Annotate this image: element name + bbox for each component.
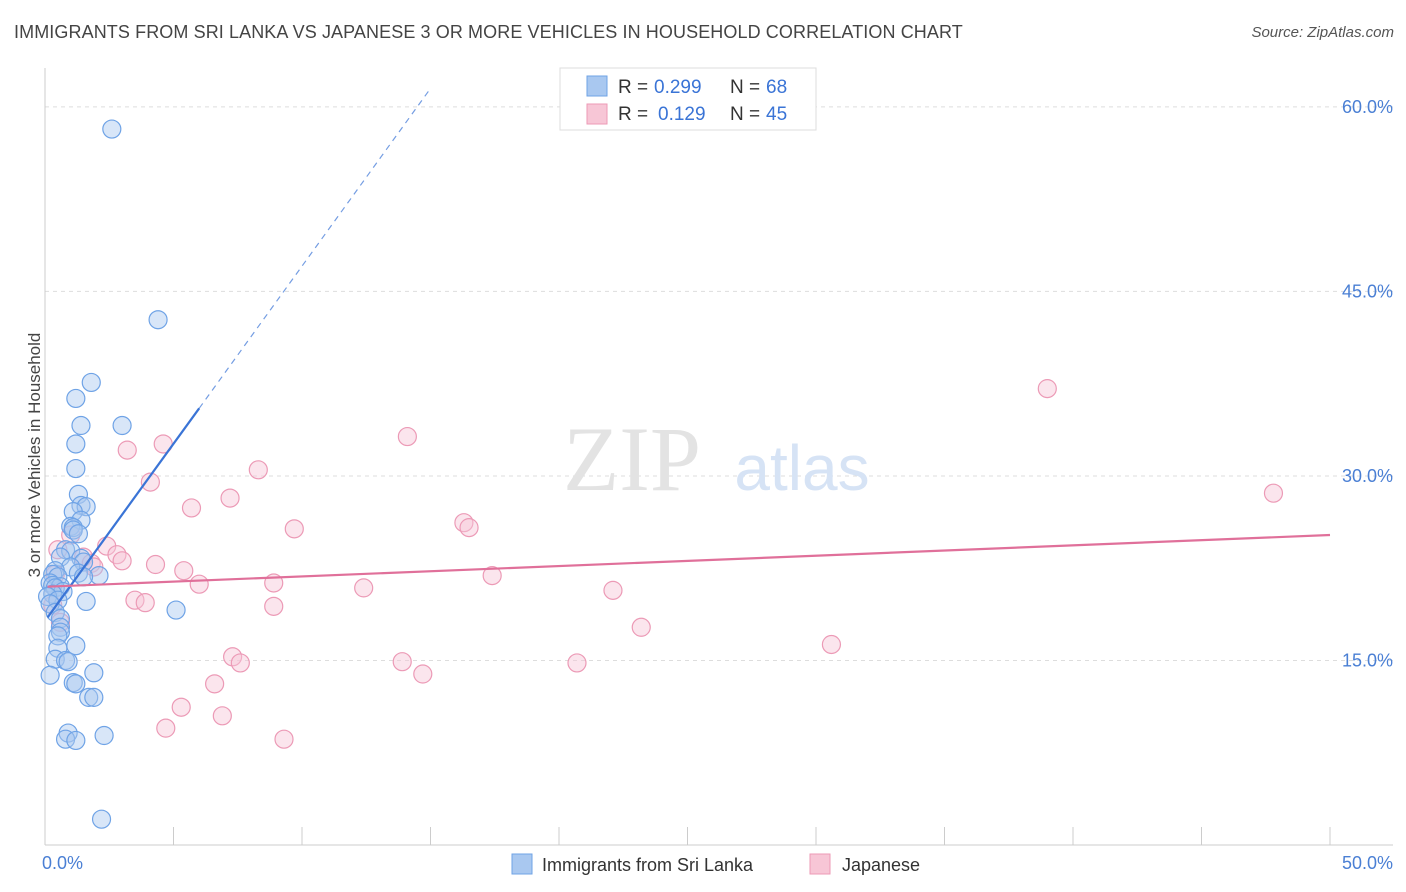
- japanese-point: [1037, 379, 1057, 399]
- stats-r-label-blue: R =: [618, 77, 648, 98]
- stats-legend: R = 0.299 N = 68 R = 0.129 N = 45: [559, 67, 817, 131]
- series-legend: Immigrants from Sri Lanka Japanese: [511, 853, 920, 875]
- sri-lanka-point: [50, 622, 71, 642]
- source-label: Source: ZipAtlas.com: [1251, 24, 1394, 41]
- sri-lanka-point: [58, 652, 78, 672]
- sri-lanka-point: [66, 388, 86, 409]
- japanese-point: [631, 617, 651, 637]
- legend-swatch-japanese: [809, 853, 831, 875]
- sri-lanka-point: [73, 552, 94, 572]
- japanese-point: [140, 472, 160, 492]
- sri-lanka-point: [66, 674, 86, 694]
- sri-lanka-point: [71, 415, 91, 436]
- japanese-point: [354, 578, 374, 598]
- japanese-point: [135, 593, 155, 613]
- y-tick-label: 30.0%: [1342, 466, 1393, 486]
- sri-lanka-point: [66, 458, 86, 479]
- sri-lanka-point: [66, 730, 86, 751]
- japanese-point: [117, 440, 137, 460]
- sri-lanka-point: [68, 524, 89, 544]
- watermark-zip: ZIP: [563, 408, 701, 510]
- stats-n-value-pink: 45: [766, 104, 787, 125]
- sri-lanka-point: [148, 310, 168, 330]
- x-tick-label-max: 50.0%: [1342, 853, 1393, 873]
- sri-lanka-point: [76, 591, 96, 612]
- japanese-point: [392, 652, 412, 672]
- japanese-point: [264, 596, 284, 616]
- stats-n-label-blue: N =: [730, 77, 760, 98]
- japanese-point: [397, 426, 417, 447]
- japanese-point: [248, 460, 268, 480]
- stats-n-value-blue: 68: [766, 77, 787, 98]
- y-axis-label: 3 or more Vehicles in Household: [25, 333, 44, 578]
- stats-legend-swatch-pink: [586, 103, 608, 125]
- chart-title: IMMIGRANTS FROM SRI LANKA VS JAPANESE 3 …: [14, 22, 963, 42]
- japanese-point: [189, 574, 209, 594]
- axes: [44, 68, 1393, 846]
- sri-lanka-point: [91, 809, 112, 829]
- watermark-atlas: atlas: [734, 432, 869, 504]
- sri-lanka-point: [102, 119, 122, 139]
- japanese-point: [220, 488, 240, 508]
- sri-lanka-point: [55, 729, 76, 749]
- japanese-point: [567, 653, 587, 673]
- japanese-points: [43, 379, 1284, 749]
- sri-lanka-point: [61, 557, 81, 577]
- stats-r-value-pink: 0.129: [658, 104, 706, 125]
- gridlines: [45, 106, 1393, 661]
- japanese-point: [223, 647, 243, 667]
- japanese-point: [171, 697, 191, 717]
- japanese-trend-line: [47, 533, 1331, 588]
- japanese-point: [1263, 483, 1284, 503]
- y-tick-label: 60.0%: [1342, 97, 1393, 117]
- sri-lanka-point: [66, 434, 86, 454]
- sri-lanka-point: [84, 687, 104, 707]
- sri-lanka-point: [94, 725, 114, 746]
- japanese-point: [156, 718, 176, 738]
- japanese-point: [284, 519, 304, 539]
- japanese-point: [145, 554, 166, 575]
- trend-lines: [46, 88, 1331, 619]
- sri-lanka-point: [63, 520, 83, 540]
- y-tick-label: 15.0%: [1342, 650, 1393, 670]
- sri-lanka-points: [37, 119, 186, 829]
- y-tick-label: 45.0%: [1342, 281, 1393, 301]
- sri-lanka-point: [166, 600, 186, 620]
- sri-lanka-point: [45, 602, 65, 623]
- japanese-point: [212, 706, 232, 726]
- japanese-point: [459, 518, 479, 538]
- stats-r-value-blue: 0.299: [654, 77, 702, 98]
- sri-lanka-point: [61, 541, 81, 561]
- sri-lanka-point: [37, 586, 58, 607]
- sri-lanka-point: [40, 665, 60, 685]
- japanese-point: [112, 551, 132, 571]
- japanese-point: [821, 634, 842, 655]
- legend-swatch-sri-lanka: [511, 853, 533, 875]
- japanese-point: [205, 674, 225, 694]
- watermark: ZIP atlas: [563, 408, 870, 510]
- japanese-point: [413, 664, 433, 684]
- stats-legend-swatch-blue: [586, 75, 608, 97]
- japanese-point: [174, 561, 194, 581]
- stats-n-label-pink: N =: [730, 104, 760, 125]
- legend-label-japanese: Japanese: [842, 855, 920, 875]
- y-tick-labels: 15.0% 30.0% 45.0% 60.0%: [1342, 97, 1393, 671]
- sri-lanka-trend-extension: [198, 88, 431, 409]
- sri-lanka-point: [112, 415, 132, 436]
- sri-lanka-point: [84, 663, 104, 683]
- japanese-point: [107, 545, 127, 565]
- legend-label-sri-lanka: Immigrants from Sri Lanka: [542, 855, 754, 875]
- sri-lanka-point: [79, 687, 99, 707]
- japanese-point: [603, 580, 623, 600]
- japanese-point: [230, 653, 250, 673]
- japanese-point: [181, 498, 202, 518]
- sri-lanka-trend-line: [46, 407, 201, 619]
- japanese-point: [274, 729, 294, 749]
- x-tick-label-min: 0.0%: [42, 853, 83, 873]
- stats-r-label-pink: R =: [618, 104, 648, 125]
- japanese-point: [482, 565, 502, 586]
- sri-lanka-point: [81, 372, 101, 393]
